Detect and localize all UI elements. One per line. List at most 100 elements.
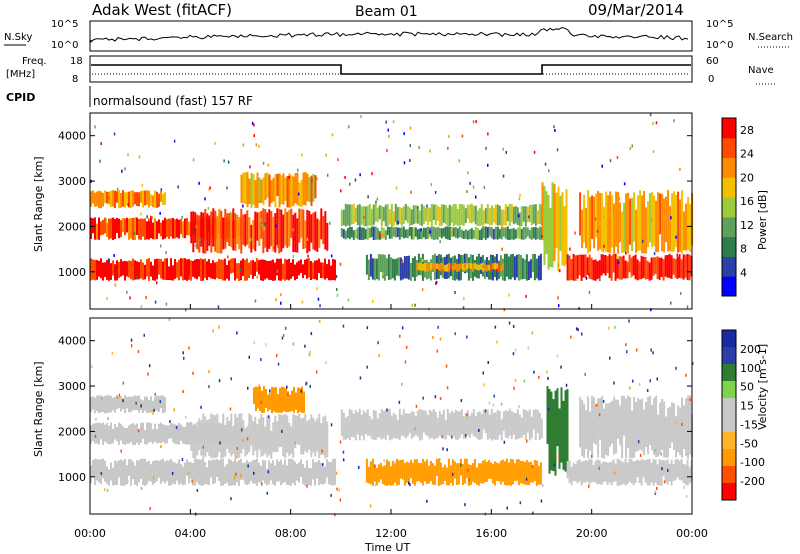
power-cell (318, 258, 320, 274)
power-cell (114, 218, 116, 239)
power-cell (623, 202, 626, 253)
power-cell (593, 196, 596, 249)
velocity-cell (124, 458, 126, 486)
velocity-noise-cell (378, 354, 380, 358)
power-cell (688, 254, 691, 281)
velocity-cell (276, 421, 279, 453)
power-noise-cell (461, 134, 464, 138)
power-cell (635, 209, 638, 253)
velocity-noise-cell (253, 341, 255, 345)
velocity-cell (574, 464, 577, 482)
power-noise-cell (414, 303, 416, 307)
power-cell (282, 173, 285, 205)
power-cell (521, 258, 524, 280)
velocity-cell (216, 413, 219, 458)
power-cell (150, 261, 152, 277)
velocity-cell (108, 425, 110, 445)
velocity-cell (451, 459, 454, 486)
power-cell (112, 260, 114, 276)
velocity-noise-cell (649, 379, 651, 383)
power-cell (360, 206, 363, 225)
velocity-cell (144, 458, 146, 486)
velocity-cell (430, 411, 433, 438)
power-noise-cell (594, 217, 597, 221)
power-noise-cell (371, 172, 373, 176)
power-cell (405, 256, 408, 279)
power-cell (262, 259, 264, 281)
velocity-cell (516, 409, 519, 439)
power-cell (220, 259, 222, 280)
velocity-cell (232, 461, 234, 486)
velocity-noise-cell (143, 333, 145, 337)
velocity-cell (140, 458, 142, 479)
velocity-cell (532, 409, 535, 430)
velocity-cell (293, 386, 295, 413)
velocity-cell (303, 391, 305, 413)
velocity-cell (583, 403, 586, 458)
power-noise-cell (642, 239, 644, 243)
power-cell (268, 174, 271, 207)
velocity-cell (491, 463, 494, 484)
velocity-cell (536, 410, 539, 433)
velocity-cell (606, 462, 609, 485)
power-cell (371, 258, 374, 280)
power-cell (160, 191, 162, 202)
power-cell (398, 227, 401, 240)
power-cell (369, 254, 372, 277)
power-cell (549, 207, 552, 268)
velocity-cell (494, 412, 497, 440)
power-cell (442, 263, 445, 271)
velocity-cell (375, 468, 378, 486)
velocity-noise-cell (426, 499, 428, 503)
velocity-cell (144, 429, 146, 445)
velocity-noise-cell (637, 440, 640, 444)
velocity-cell (643, 409, 646, 456)
power-cell (178, 219, 180, 239)
power-cell (682, 254, 685, 280)
velocity-cell (435, 458, 438, 476)
velocity-colorbar-tick: 100 (740, 362, 761, 375)
power-cell (404, 203, 407, 221)
power-cell (282, 263, 284, 280)
velocity-noise-cell (140, 487, 143, 490)
velocity-cell (134, 424, 136, 445)
power-cell (470, 203, 473, 224)
nsearch-tick-top: 10^5 (706, 19, 733, 30)
power-cell (399, 257, 402, 281)
power-cell (316, 260, 318, 281)
velocity-noise-cell (103, 488, 106, 492)
velocity-noise-cell (598, 413, 601, 417)
power-cell (284, 208, 287, 246)
velocity-cell (154, 460, 156, 484)
velocity-noise-cell (287, 393, 289, 396)
power-cell (409, 262, 412, 281)
power-cell (502, 209, 505, 226)
velocity-cell (220, 425, 223, 459)
power-cell (584, 254, 587, 278)
velocity-cell (120, 459, 122, 486)
velocity-cell (503, 461, 506, 485)
power-cell (414, 205, 417, 224)
power-cell (258, 260, 260, 275)
power-cell (162, 261, 164, 280)
power-cell (266, 172, 269, 198)
velocity-cell (512, 412, 515, 435)
velocity-cell (114, 460, 116, 485)
velocity-cell (298, 462, 300, 483)
velocity-noise-cell (359, 376, 362, 380)
power-cell (268, 209, 271, 249)
power-noise-cell (482, 265, 485, 269)
power-cell (506, 206, 509, 222)
power-cell (381, 254, 384, 279)
power-cell (468, 204, 471, 223)
power-cell (124, 261, 126, 281)
power-cell (252, 220, 255, 250)
power-cell (130, 190, 132, 209)
velocity-cell (638, 460, 641, 484)
power-cell (232, 208, 235, 251)
power-noise-cell (603, 244, 605, 248)
velocity-cell (424, 410, 427, 435)
velocity-cell (170, 458, 172, 486)
power-cell (452, 227, 455, 237)
